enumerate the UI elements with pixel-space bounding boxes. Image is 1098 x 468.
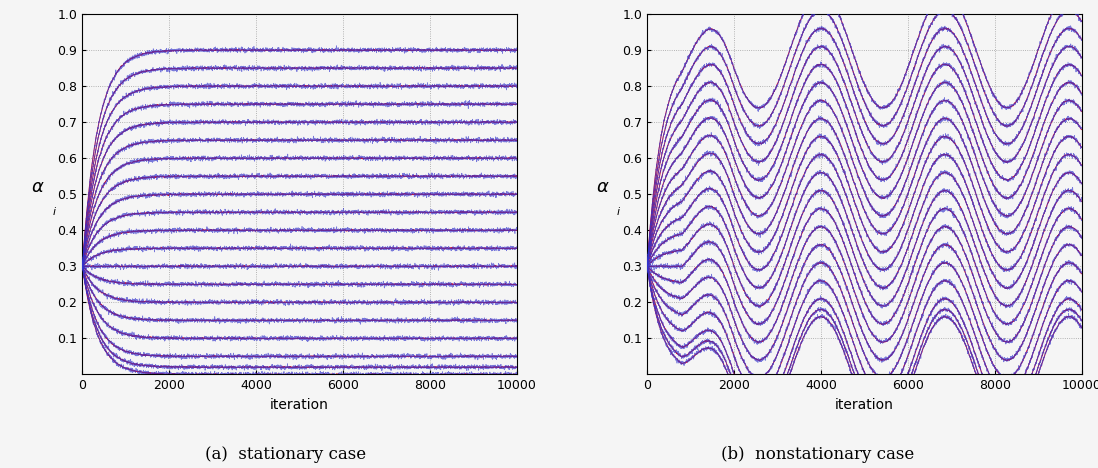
X-axis label: iteration: iteration <box>270 398 329 412</box>
Text: i: i <box>53 207 55 217</box>
Text: α: α <box>32 178 43 196</box>
Text: (a)  stationary case: (a) stationary case <box>205 446 366 463</box>
X-axis label: iteration: iteration <box>834 398 894 412</box>
Text: i: i <box>617 207 620 217</box>
Text: (b)  nonstationary case: (b) nonstationary case <box>721 446 915 463</box>
Text: α: α <box>596 178 608 196</box>
